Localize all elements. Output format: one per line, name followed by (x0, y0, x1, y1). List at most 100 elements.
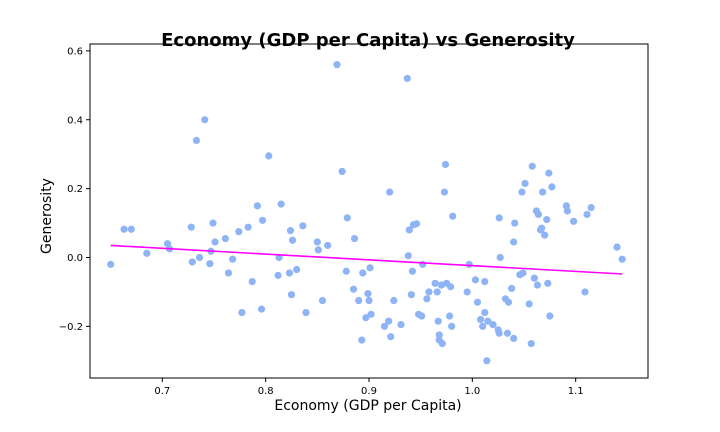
scatter-point (613, 243, 621, 251)
scatter-point (481, 277, 489, 286)
scatter-point (195, 253, 204, 262)
scatter-point (365, 296, 373, 305)
scatter-point (527, 339, 535, 348)
scatter-point (484, 317, 492, 325)
scatter-point (519, 269, 527, 277)
scatter-point (563, 207, 572, 215)
scatter-point (537, 224, 546, 232)
scatter-point (248, 277, 256, 286)
scatter-point (318, 296, 327, 305)
x-tick-label: 0.9 (361, 386, 377, 397)
scatter-point (358, 336, 366, 344)
scatter-point (504, 298, 513, 306)
scatter-point (349, 285, 358, 293)
y-tick-label: 0.0 (67, 253, 83, 264)
scatter-point (209, 219, 217, 227)
scatter-point (277, 200, 285, 208)
scatter-point (143, 249, 151, 257)
scatter-point (541, 231, 549, 239)
scatter-point (342, 267, 350, 275)
scatter-point (355, 296, 363, 305)
scatter-point (343, 214, 351, 222)
y-axis-label: Generosity (39, 178, 55, 254)
x-tick-label: 1.1 (568, 386, 584, 397)
scatter-point (286, 227, 295, 235)
scatter-point (510, 334, 518, 343)
scatter-point (495, 214, 503, 222)
y-tick-label: 0.4 (67, 115, 83, 126)
scatter-point (448, 322, 456, 330)
scatter-point (299, 222, 307, 230)
scatter-point (192, 136, 201, 145)
scatter-point (385, 317, 393, 325)
scatter-point (258, 216, 267, 224)
scatter-point (288, 236, 297, 244)
x-axis-label: Economy (GDP per Capita) (274, 398, 461, 414)
y-tick-label: 0.2 (67, 184, 83, 195)
scatter-point (511, 219, 519, 227)
scatter-point (387, 333, 395, 341)
scatter-point (188, 258, 196, 266)
scatter-point (543, 216, 551, 224)
scatter-point (440, 188, 449, 196)
scatter-point (293, 265, 301, 274)
scatter-point (380, 322, 389, 330)
scatter-point (229, 255, 237, 263)
scatter-point (441, 160, 450, 169)
scatter-point (479, 322, 487, 330)
scatter-point (366, 264, 374, 272)
scatter-point (483, 357, 491, 365)
scatter-point (333, 61, 341, 69)
scatter-point (404, 252, 412, 260)
chart-title: Economy (GDP per Capita) vs Generosity (161, 30, 575, 51)
scatter-point (503, 329, 512, 337)
scatter-point (386, 188, 394, 196)
scatter-point (338, 167, 346, 176)
scatter-point (489, 321, 497, 329)
scatter-point (587, 203, 595, 212)
scatter-point (534, 210, 543, 219)
scatter-point (434, 317, 442, 325)
scatter-point (324, 241, 332, 250)
scatter-point (107, 260, 115, 268)
scatter-point (435, 331, 443, 339)
trendline-group (110, 244, 623, 275)
scatter-point (221, 234, 229, 243)
scatter-point (449, 212, 457, 220)
scatter-point (481, 308, 489, 317)
scatter-point (508, 284, 516, 293)
scatter-point (238, 308, 246, 317)
scatter-point (211, 238, 219, 246)
y-tick-label: 0.6 (67, 46, 83, 57)
scatter-point (510, 238, 518, 246)
scatter-point (302, 308, 310, 317)
scatter-point (274, 271, 282, 279)
scatter-point (463, 288, 471, 296)
scatter-point (545, 169, 553, 177)
scatter-point (496, 253, 504, 262)
scatter-point (187, 223, 195, 231)
scatter-point (224, 269, 233, 277)
scatter-point (362, 314, 370, 322)
x-tick-label: 0.7 (154, 386, 170, 397)
scatter-point (287, 291, 296, 299)
y-tick-label: −0.2 (59, 322, 83, 333)
scatter-point (528, 162, 536, 170)
scatter-point (408, 267, 416, 275)
scatter-point (253, 202, 261, 210)
scatter-point (244, 223, 252, 231)
scatter-point (257, 305, 266, 313)
scatter-point (546, 312, 554, 320)
scatter-point (570, 217, 578, 225)
y-axis: −0.2 0.0 0.2 0.4 0.6 (59, 46, 90, 333)
scatter-point (433, 288, 441, 296)
scatter-point (418, 312, 426, 320)
scatter-points (107, 61, 626, 365)
scatter-point (471, 276, 480, 284)
scatter-point (447, 283, 455, 291)
scatter-point (350, 234, 359, 243)
scatter-point (581, 288, 589, 296)
scatter-point (521, 179, 529, 188)
scatter-point (314, 246, 322, 254)
